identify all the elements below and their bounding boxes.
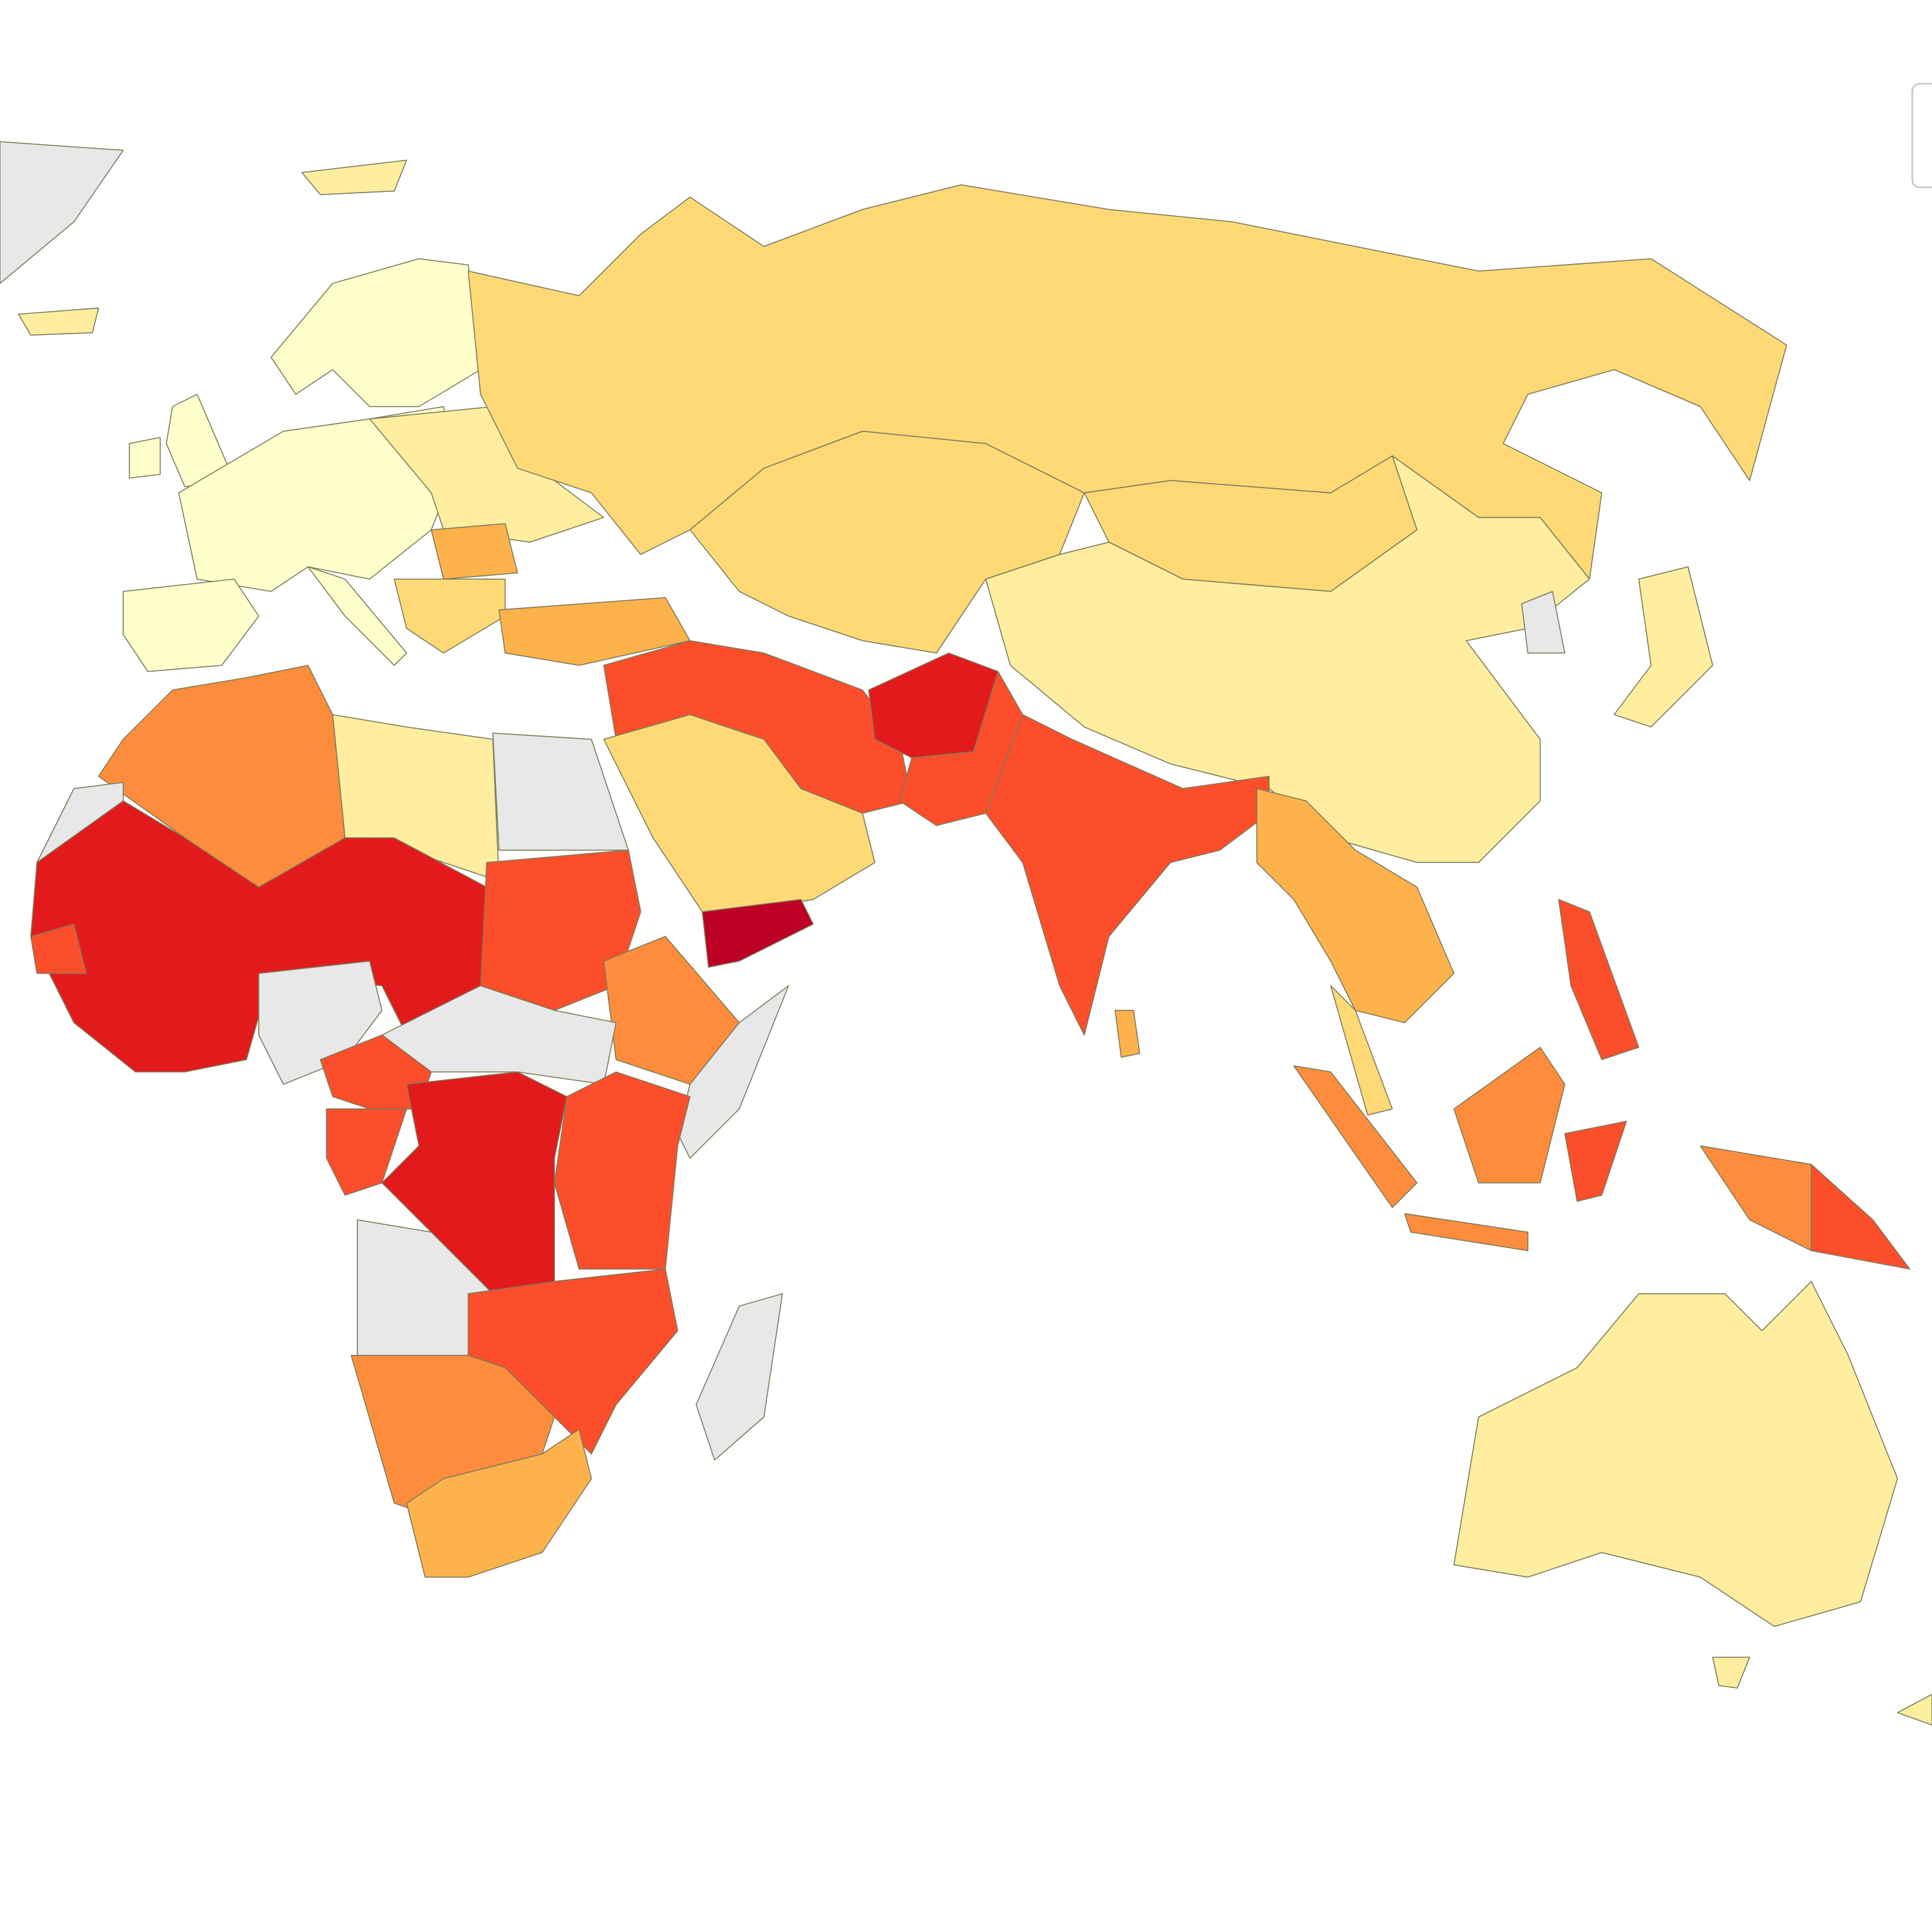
country [701,898,814,968]
country [430,523,518,580]
country [1521,591,1566,654]
country [1453,1046,1566,1184]
country [326,1108,408,1196]
country [1404,1213,1529,1251]
country [498,597,691,666]
country [1897,1693,1932,1726]
country [393,578,506,654]
country [985,714,1270,1036]
country [985,455,1590,864]
country [1293,1065,1418,1208]
country [17,307,99,336]
country [122,578,260,672]
country [696,1293,783,1461]
country [1564,1121,1627,1202]
country [30,923,87,974]
country [554,1071,691,1270]
country [0,141,124,284]
country [1330,985,1393,1116]
country [307,566,408,666]
country [1700,1145,1812,1251]
country [1613,566,1714,728]
map-control[interactable] [1911,82,1932,189]
country [603,714,876,913]
country [492,732,629,851]
country [381,985,617,1085]
country [1114,1010,1141,1058]
country [1558,898,1640,1061]
country [1453,1281,1899,1627]
country [270,258,481,408]
country [301,159,408,196]
country [406,1428,592,1578]
country [1256,788,1455,1023]
country [1712,1656,1750,1689]
country [129,437,161,479]
country [1810,1164,1911,1270]
